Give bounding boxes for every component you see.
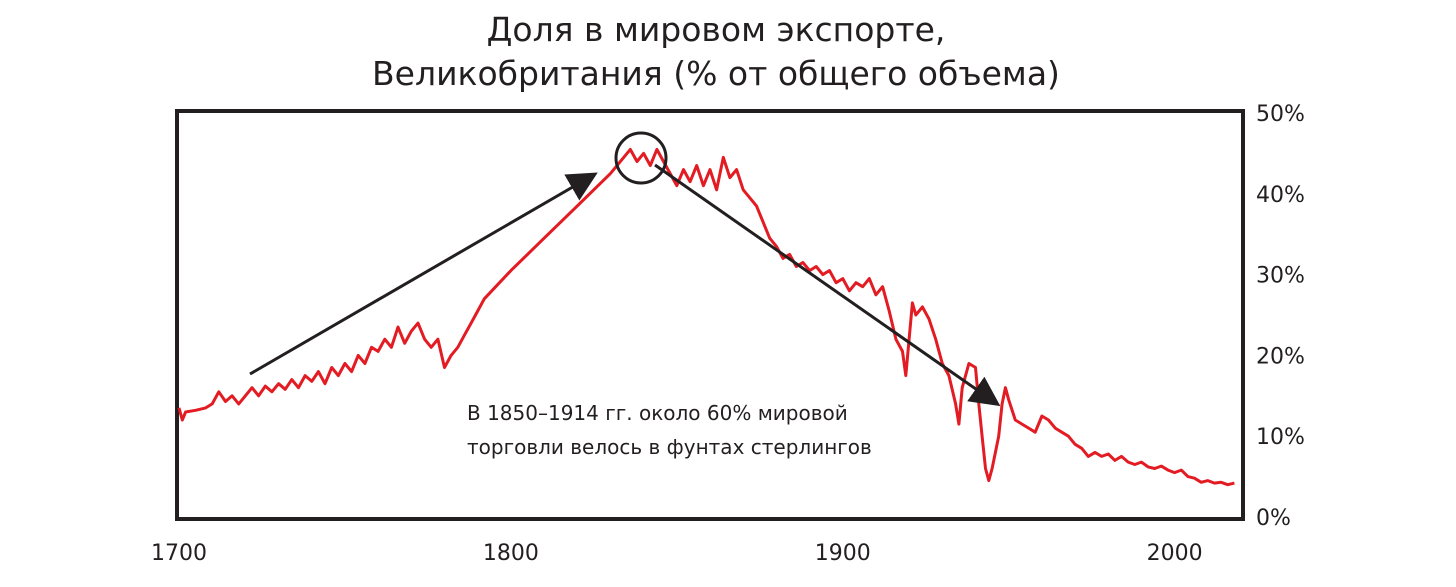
falling-trend-arrow [654,163,1001,407]
y-tick-label: 20% [1256,344,1305,369]
y-tick-label: 30% [1256,264,1305,289]
annotation-line-2: торговли велось в фунтах стерлингов [467,435,872,459]
plot-frame [175,109,1245,521]
annotation-line-1: В 1850–1914 гг. около 60% мировой [467,401,848,425]
x-tick-label: 1800 [483,541,539,566]
x-tick-label: 1700 [151,541,207,566]
chart-subtitle: Великобритания (% от общего объема) [372,54,1060,93]
y-tick-label: 10% [1256,425,1305,450]
chart-title-block: Доля в мировом экспорте, Великобритания … [0,8,1432,96]
y-tick-label: 50% [1256,102,1305,127]
y-tick-labels: 0% 10% 20% 30% 40% 50% [1256,102,1305,531]
y-tick-label: 0% [1256,506,1291,531]
x-tick-labels: 1700 1800 1900 2000 [151,541,1203,566]
x-tick-label: 2000 [1147,541,1203,566]
x-tick-label: 1900 [815,541,871,566]
peak-highlight-circle [614,131,668,185]
chart-title: Доля в мировом экспорте, [486,10,946,49]
y-tick-label: 40% [1256,183,1305,208]
rising-trend-arrow [249,172,598,376]
